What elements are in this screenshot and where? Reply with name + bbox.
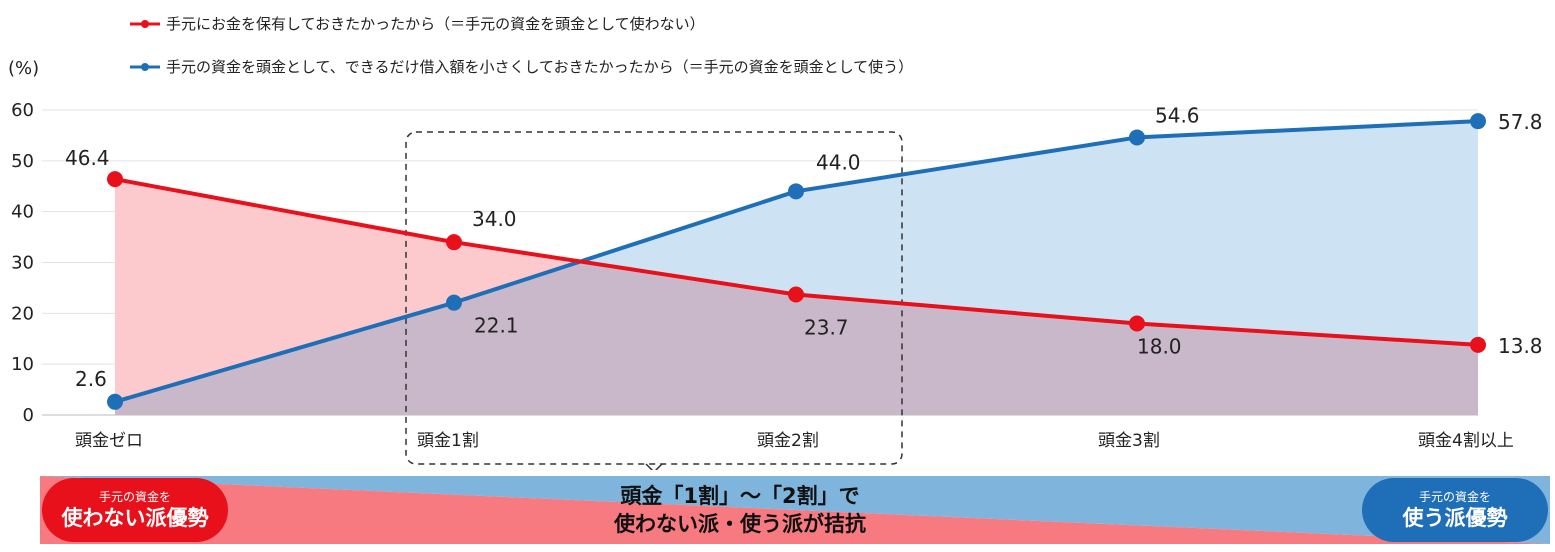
y-tick-0: 0 <box>23 405 34 426</box>
x-category-3: 頭金3割 <box>1098 431 1160 451</box>
left-badge: 手元の資金を 使わない派優勢 <box>42 478 228 542</box>
legend: 手元にお金を保有しておきたかったから（＝手元の資金を頭金として使わない） 手元の… <box>130 15 913 76</box>
point-blue-2 <box>788 183 804 200</box>
value-label-blue-1: 22.1 <box>474 314 519 338</box>
center-annotation-line1: 頭金「1割」～「2割」で <box>620 484 860 508</box>
x-axis-categories: 頭金ゼロ 頭金1割 頭金2割 頭金3割 頭金4割以上 <box>75 431 1514 451</box>
point-red-4 <box>1470 336 1486 353</box>
point-red-2 <box>788 286 804 303</box>
point-blue-0 <box>107 393 123 410</box>
center-annotation-line2: 使わない派・使う派が拮抗 <box>614 512 866 536</box>
right-badge-small: 手元の資金を <box>1418 490 1491 504</box>
bar-red-region <box>40 476 1550 544</box>
point-blue-3 <box>1129 129 1145 146</box>
point-red-3 <box>1129 315 1145 332</box>
point-red-0 <box>107 171 123 188</box>
value-label-red-2: 23.7 <box>804 316 849 340</box>
data-points <box>107 113 1486 410</box>
left-badge-small: 手元の資金を <box>98 490 171 504</box>
legend-label-blue: 手元の資金を頭金として、できるだけ借入額を小さくしておきたかったから（＝手元の資… <box>166 58 913 76</box>
center-annotation: 頭金「1割」～「2割」で 使わない派・使う派が拮抗 <box>440 482 1040 538</box>
value-label-blue-4: 57.8 <box>1498 110 1543 134</box>
x-category-0: 頭金ゼロ <box>75 431 143 451</box>
point-red-1 <box>446 234 462 251</box>
legend-label-red: 手元にお金を保有しておきたかったから（＝手元の資金を頭金として使わない） <box>166 15 705 33</box>
line-chart: 手元にお金を保有しておきたかったから（＝手元の資金を頭金として使わない） 手元の… <box>8 15 1543 470</box>
y-tick-10: 10 <box>11 354 34 375</box>
x-category-1: 頭金1割 <box>417 431 479 451</box>
x-category-4: 頭金4割以上 <box>1418 431 1514 451</box>
unit-label: (%) <box>8 58 39 79</box>
value-label-red-1: 34.0 <box>472 207 517 231</box>
x-category-2: 頭金2割 <box>757 431 819 451</box>
y-tick-30: 30 <box>11 253 34 274</box>
legend-item-red: 手元にお金を保有しておきたかったから（＝手元の資金を頭金として使わない） <box>130 15 705 33</box>
value-label-blue-0: 2.6 <box>75 367 107 391</box>
point-blue-4 <box>1470 113 1486 130</box>
legend-item-blue: 手元の資金を頭金として、できるだけ借入額を小さくしておきたかったから（＝手元の資… <box>130 58 913 76</box>
highlight-box <box>405 131 903 465</box>
point-blue-1 <box>446 294 462 311</box>
comparison-bar <box>40 476 1550 544</box>
y-tick-50: 50 <box>11 151 34 172</box>
right-badge: 手元の資金を 使う派優勢 <box>1362 478 1548 542</box>
value-label-red-3: 18.0 <box>1137 335 1182 359</box>
value-label-blue-3: 54.6 <box>1155 103 1200 127</box>
value-label-blue-2: 44.0 <box>816 150 861 174</box>
value-label-red-0: 46.4 <box>65 146 110 170</box>
value-label-red-4: 13.8 <box>1498 334 1543 358</box>
y-tick-20: 20 <box>11 303 34 324</box>
data-labels: 46.4 34.0 23.7 18.0 13.8 2.6 22.1 44.0 54.6 57.8 <box>65 103 1543 390</box>
y-tick-60: 60 <box>11 100 34 121</box>
highlight-pointer <box>645 463 663 470</box>
y-tick-40: 40 <box>11 202 34 223</box>
y-axis-ticks: 0 10 20 30 40 50 60 <box>11 100 34 426</box>
area-fill-overlap <box>115 261 1478 415</box>
right-badge-big: 使う派優勢 <box>1402 506 1508 530</box>
area-fills <box>115 121 1478 415</box>
left-badge-big: 使わない派優勢 <box>61 506 209 530</box>
